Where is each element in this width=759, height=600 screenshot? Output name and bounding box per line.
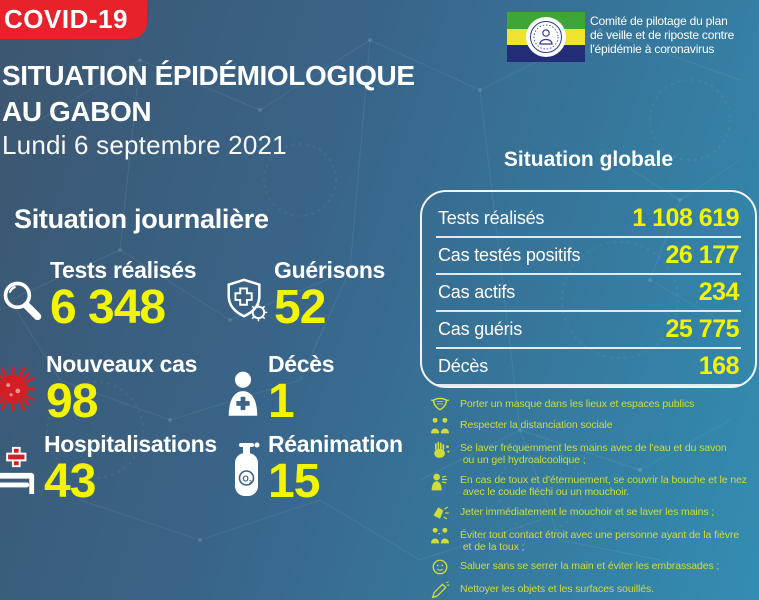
list-item: Se laver fréquemment les mains avec de l… [430, 440, 747, 467]
gabon-seal-icon [526, 17, 566, 57]
covid-banner: COVID-19 [0, 0, 147, 39]
row-value: 234 [698, 278, 740, 306]
page-title-line1: SITUATION ÉPIDÉMIOLOGIQUE [2, 60, 415, 91]
magnifier-icon [0, 278, 44, 327]
mask-icon [430, 396, 450, 412]
list-item: Respecter la distanciation sociale [430, 417, 747, 435]
measure-text: Éviter tout contact étroit avec une pers… [460, 528, 740, 553]
gabon-flag-logo [507, 12, 585, 63]
stat-value: 1 [268, 375, 295, 429]
stat-label: Hospitalisations [44, 431, 217, 457]
stat-label: Guérisons [274, 257, 386, 283]
measure-text: Porter un masque dans les lieux et espac… [460, 398, 695, 410]
row-label: Décès [438, 356, 489, 376]
hospital-bed-icon [0, 444, 38, 501]
distancing-icon [430, 417, 450, 435]
list-item: Éviter tout contact étroit avec une pers… [430, 527, 747, 554]
global-stats-table: Tests réalisés 1 108 619 Cas testés posi… [420, 190, 757, 388]
prevention-measures-list: Porter un masque dans les lieux et espac… [430, 396, 747, 599]
row-value: 26 177 [665, 241, 740, 269]
greet-icon [430, 558, 450, 576]
row-value: 168 [698, 352, 740, 380]
report-date: Lundi 6 septembre 2021 [2, 130, 287, 160]
table-row: Décès 168 [436, 349, 741, 386]
stat-label: Réanimation [268, 431, 403, 457]
cough-elbow-icon [430, 472, 450, 492]
row-label: Tests réalisés [438, 208, 545, 228]
row-label: Cas testés positifs [438, 245, 581, 265]
committee-name: Comité de pilotage du plan de veille et … [590, 14, 735, 56]
measure-text: En cas de toux et d'éternuement, se couv… [460, 473, 747, 499]
table-row: Cas testés positifs 26 177 [436, 238, 741, 275]
row-value: 25 775 [665, 315, 740, 343]
row-value: 1 108 619 [632, 204, 739, 232]
measure-text: Jeter immédiatement le mouchoir et se la… [460, 505, 715, 518]
stat-value: 98 [46, 375, 98, 429]
virus-icon [0, 362, 40, 421]
page-title-line2: AU GABON [2, 96, 152, 128]
svg-text:O: O [243, 475, 249, 484]
measure-text: Nettoyer les objets et les surfaces soui… [460, 583, 654, 596]
stat-label: Décès [268, 351, 335, 377]
measure-text: Respecter la distanciation sociale [460, 419, 613, 431]
stat-value: 52 [274, 281, 326, 335]
stat-tests-realises: Tests réalisés 6 348 [0, 257, 197, 335]
avoid-contact-icon [430, 527, 450, 545]
list-item: Nettoyer les objets et les surfaces soui… [430, 581, 747, 599]
table-row: Cas actifs 234 [436, 275, 741, 312]
list-item: Saluer sans se serrer la main et éviter … [430, 558, 747, 576]
wash-hands-icon [430, 440, 450, 460]
list-item: Jeter immédiatement le mouchoir et se la… [430, 506, 747, 522]
stat-label: Tests réalisés [50, 257, 197, 283]
person-cross-icon [224, 370, 262, 421]
stat-value: 15 [268, 455, 320, 509]
list-item: En cas de toux et d'éternuement, se couv… [430, 472, 747, 499]
table-row: Cas guéris 25 775 [436, 312, 741, 349]
measure-text: Se laver fréquemment les mains avec de l… [460, 442, 727, 467]
oxygen-bottle-icon: O 2 [232, 440, 262, 501]
stat-value: 43 [44, 455, 96, 509]
measure-text: Saluer sans se serrer la main et éviter … [460, 560, 720, 573]
list-item: Porter un masque dans les lieux et espac… [430, 396, 747, 412]
stat-value: 6 348 [50, 281, 166, 335]
throw-tissue-icon [430, 504, 450, 522]
row-label: Cas guéris [438, 319, 523, 339]
stat-guerisons: Guérisons 52 [222, 257, 386, 335]
svg-text:2: 2 [249, 480, 252, 486]
covid-banner-label: COVID-19 [4, 4, 128, 34]
stat-hospitalisations: Hospitalisations 43 [0, 431, 217, 509]
stat-label: Nouveaux cas [46, 351, 198, 377]
row-label: Cas actifs [438, 282, 516, 302]
shield-virus-icon [222, 276, 268, 327]
page-title: SITUATION ÉPIDÉMIOLOGIQUE AU GABON [2, 58, 415, 131]
stat-nouveaux-cas: Nouveaux cas 98 [0, 351, 198, 429]
stat-deces: Décès 1 [224, 351, 335, 429]
global-section-heading: Situation globale [503, 148, 674, 171]
stat-reanimation: O 2 Réanimation 15 [232, 431, 403, 509]
table-row: Tests réalisés 1 108 619 [436, 201, 741, 238]
daily-section-heading: Situation journalière [14, 204, 269, 234]
clean-icon [430, 581, 450, 599]
